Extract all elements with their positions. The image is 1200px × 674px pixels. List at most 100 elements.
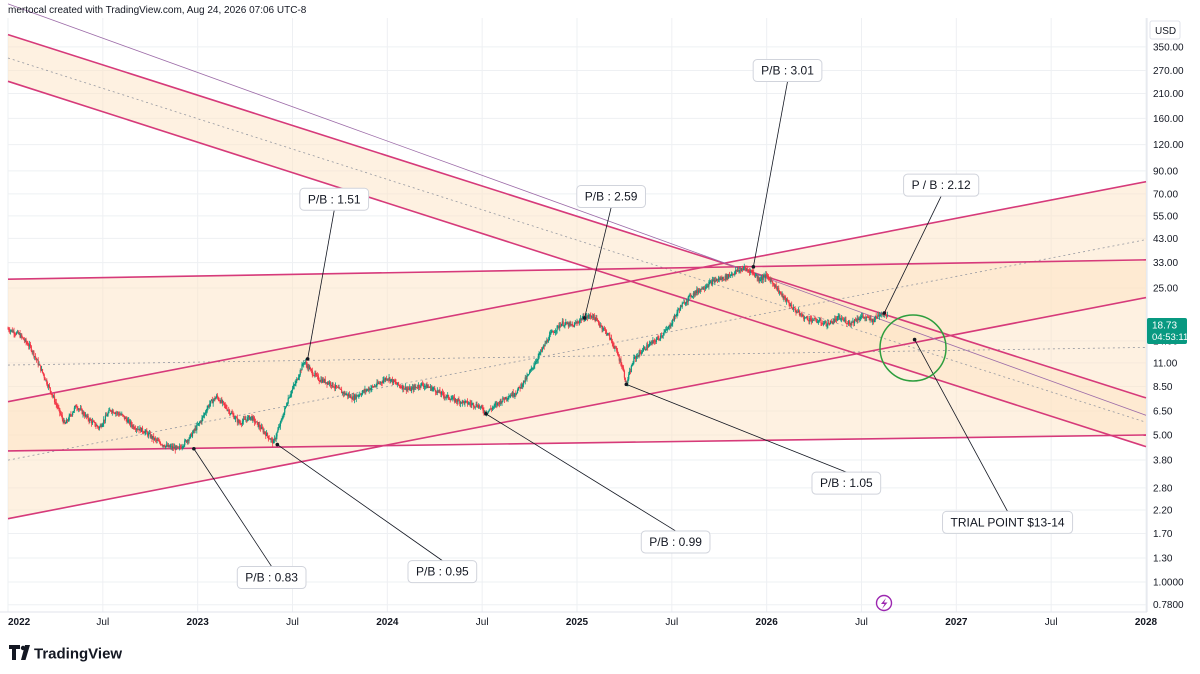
candle-body [242,418,244,422]
candle-body [859,318,861,320]
candle-body [676,312,678,316]
candle-body [649,343,651,345]
callout-label: P/B : 3.01 [761,64,814,78]
candle-body [845,319,847,324]
candle-body [577,321,579,323]
candle-body [353,395,356,400]
candle-body [190,433,192,436]
candle-body [753,274,756,277]
candle-body [346,393,348,395]
alert-icon[interactable] [875,594,893,612]
candle-body [568,322,570,327]
y-tick-label: 33.00 [1153,258,1178,269]
candle-body [267,435,269,439]
candle-body [714,279,716,282]
candle-body [123,415,125,419]
candle-body [752,271,754,273]
candle-body [51,394,53,396]
candle-body [102,423,104,426]
candle-body [849,324,851,326]
candle-body [275,436,277,440]
candle-body [526,375,528,380]
candle-body [124,417,126,419]
candle-body [264,431,266,434]
candle-body [578,322,580,324]
candle-body [481,405,483,408]
candle-body [816,320,818,323]
candle-body [510,395,512,397]
candle-body [414,386,416,388]
candle-body [219,400,221,403]
candle-body [400,387,402,388]
candle-body [16,331,19,333]
y-tick-label: 43.00 [1153,234,1178,245]
candle-body [472,403,475,407]
candle-body [380,382,382,383]
candle-body [323,379,325,382]
candle-body [665,329,667,332]
candle-body [772,281,774,284]
candle-body [670,325,672,327]
candle-body [283,412,285,417]
time-axis-ticks: 2022 Jul 2023 Jul 2024 Jul 2025 Jul 2026 Jul 2027 J… [8,617,1158,628]
candle-body [147,433,150,436]
candle-body [766,274,768,276]
candle-body [110,410,113,413]
candle-body [150,435,152,438]
candle-body [405,386,407,391]
candle-body [416,386,418,388]
candle-body [529,370,532,372]
candle-body [572,325,575,328]
attribution-text: mertocal created with TradingView.com, A… [8,5,307,16]
callout-label: P/B : 0.99 [649,535,702,549]
candle-body [879,315,881,317]
candle-body [266,432,269,436]
candle-body [675,315,677,317]
candle-body [161,444,163,446]
candle-body [72,410,75,413]
candle-body [216,395,218,398]
candle-body [639,351,641,353]
candle-body [789,304,791,306]
candle-body [596,317,598,320]
candle-body [460,402,462,404]
candle-body [373,386,376,387]
candle-body [812,319,814,321]
candle-body [621,365,623,368]
y-tick-label: 270.00 [1153,66,1184,77]
candle-body [404,386,407,389]
candle-body [444,396,446,398]
candle-body [580,318,582,321]
candle-body [516,389,519,394]
candle-body [145,430,147,432]
candle-body [410,387,412,391]
candle-body [265,433,267,437]
candle-body [612,342,614,346]
candle-body [829,320,832,325]
candle-body [642,348,644,352]
candle-body [386,378,388,380]
candle-body [641,351,644,353]
currency-box[interactable]: USD [1149,20,1181,40]
tradingview-logo[interactable]: TradingView [9,645,122,663]
candle-body [81,409,83,415]
candle-body [183,445,185,447]
candle-body [344,392,346,395]
candle-body [503,399,506,400]
candle-body [379,382,382,384]
candle-body [259,424,261,428]
candle-body [625,381,627,383]
candle-body [274,438,276,440]
candle-body [251,416,253,421]
candle-body [614,347,616,349]
candle-body [253,418,256,423]
candle-body [839,316,841,320]
candle-body [697,290,700,293]
candle-body [833,321,835,323]
candle-body [232,413,234,415]
candle-body [771,280,773,282]
candle-body [539,353,541,355]
candle-body [808,320,810,322]
candle-body [598,323,601,326]
